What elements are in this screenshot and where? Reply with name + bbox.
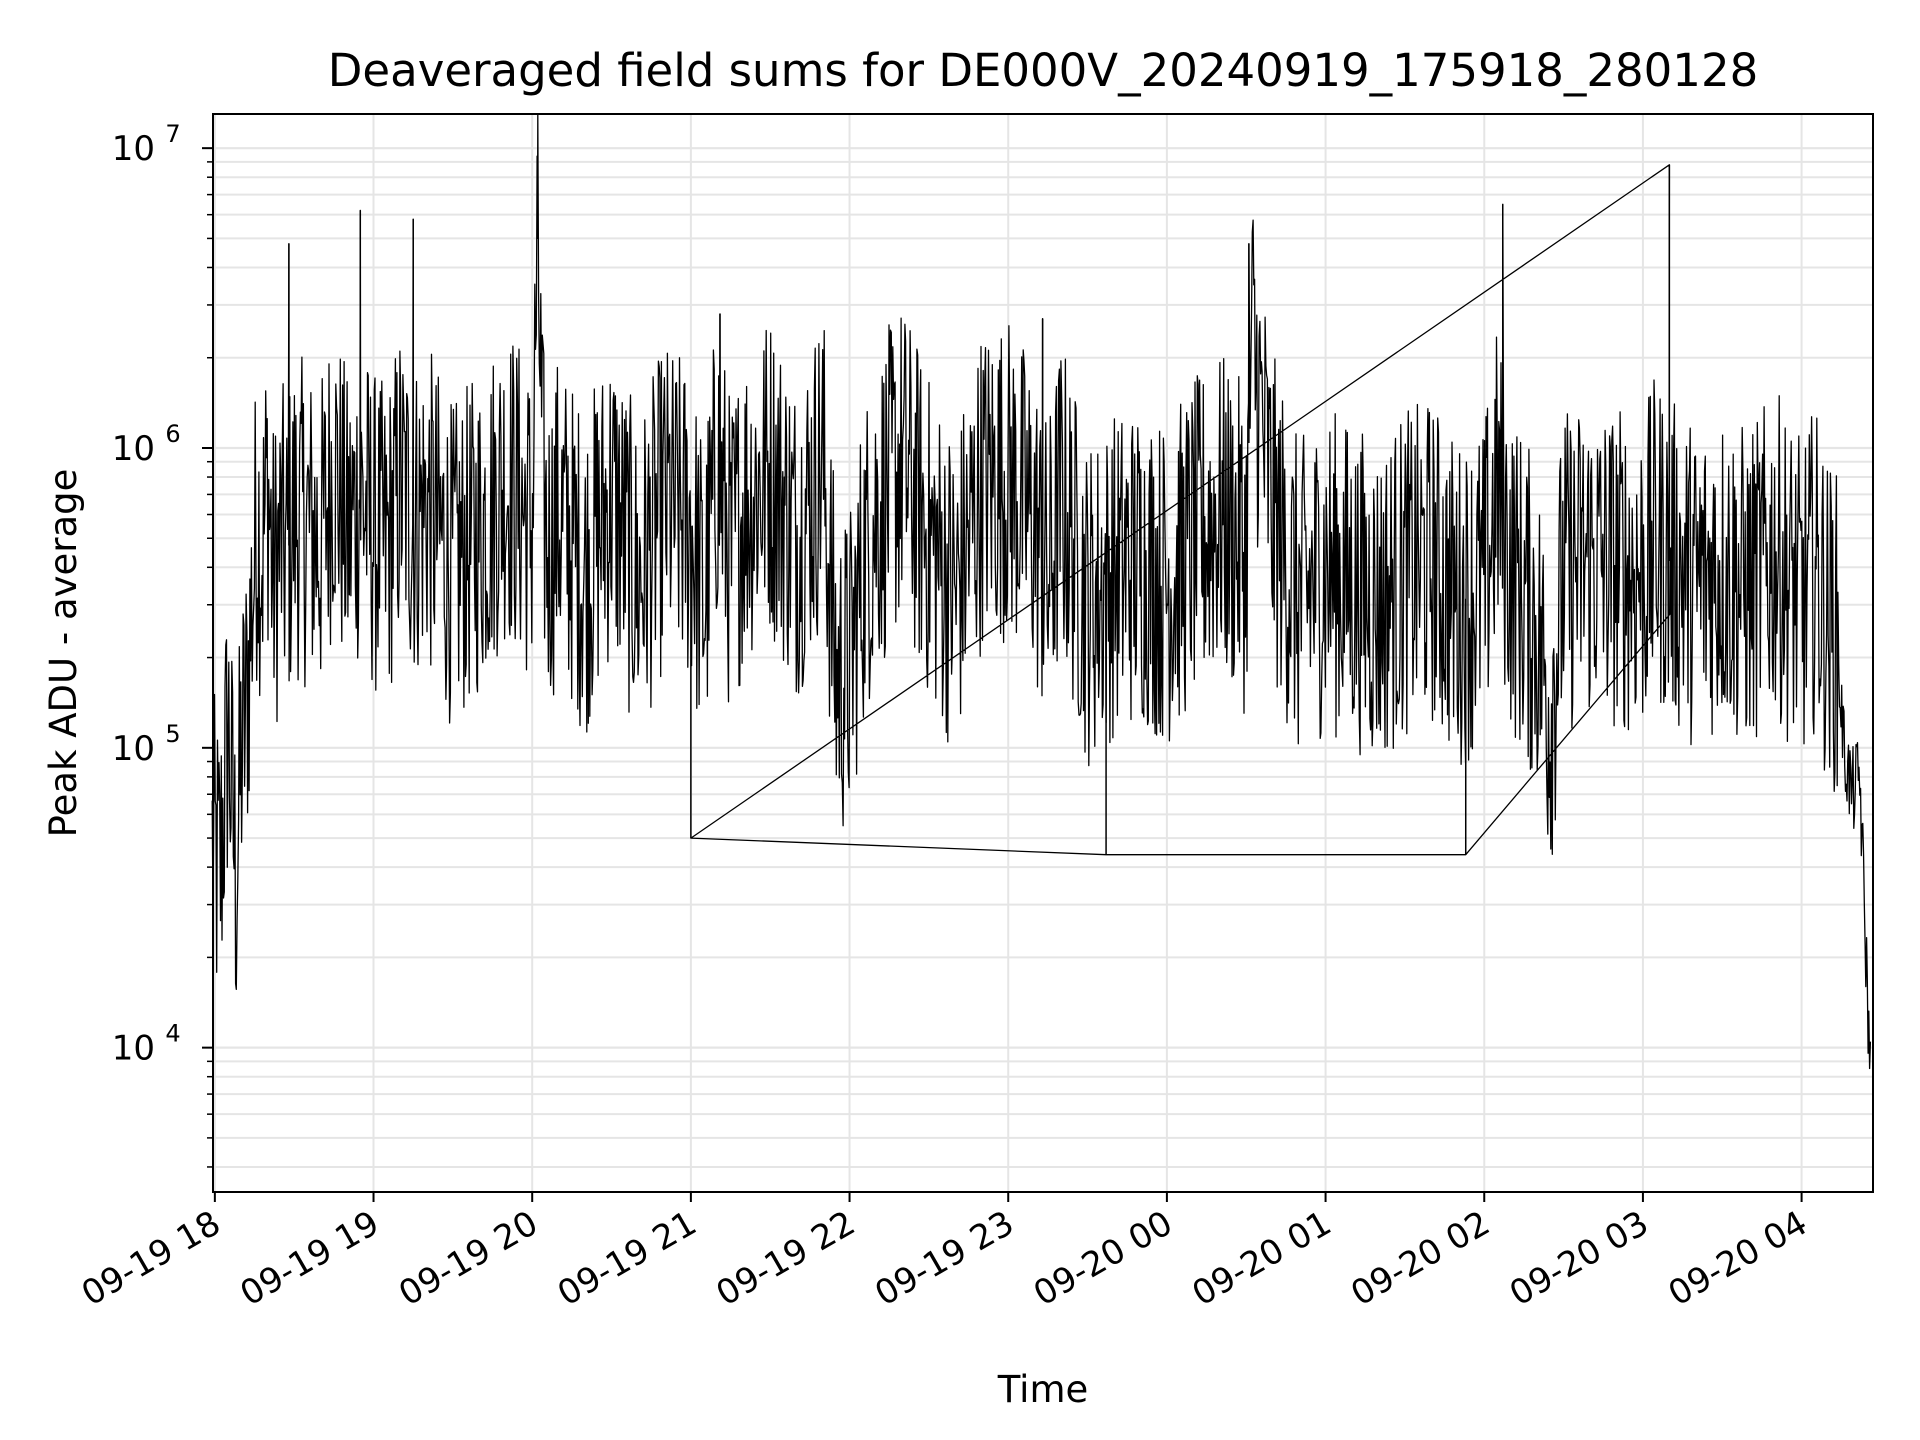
y-tick-exponent: 7 [165,120,180,148]
data-series [211,113,1872,1070]
y-tick-base: 10 [112,129,155,169]
y-tick-base: 10 [112,429,155,469]
x-axis-label: Time [997,1368,1089,1411]
y-tick-label: 10 [112,1029,155,1069]
x-tick-label: 09-20 00 [1027,1203,1179,1314]
chart-title: Deaveraged field sums for DE000V_2024091… [328,44,1758,97]
x-tick-label: 09-19 18 [75,1203,227,1314]
y-tick-label: 10 [112,729,155,769]
x-tick-label: 09-20 04 [1662,1203,1814,1314]
y-tick-exponent: 5 [165,720,180,748]
x-tick-label: 09-20 01 [1186,1203,1338,1314]
x-tick-label: 09-19 19 [234,1203,386,1314]
x-tick-label: 09-19 23 [868,1203,1020,1314]
x-tick-label: 09-20 02 [1344,1203,1496,1314]
x-tick-label: 09-20 03 [1503,1203,1655,1314]
y-tick-exponent: 6 [165,420,180,448]
y-axis-ticks: 10 4 10 5 10 6 10 7 [112,120,213,1168]
y-tick-label: 10 [112,429,155,469]
y-tick-label: 10 [112,129,155,169]
x-axis-ticks: 09-19 18 09-19 19 09-19 20 09-19 21 09-19 22… [75,1192,1814,1314]
y-tick-base: 10 [112,729,155,769]
y-tick-exponent: 4 [165,1020,180,1048]
x-tick-label: 09-19 22 [710,1203,862,1314]
x-tick-label: 09-19 21 [551,1203,703,1314]
x-tick-label: 09-19 20 [392,1203,544,1314]
y-tick-base: 10 [112,1029,155,1069]
y-axis-label: Peak ADU - average [42,469,85,838]
series-line [211,113,1872,1070]
plot-frame [212,113,1874,1193]
